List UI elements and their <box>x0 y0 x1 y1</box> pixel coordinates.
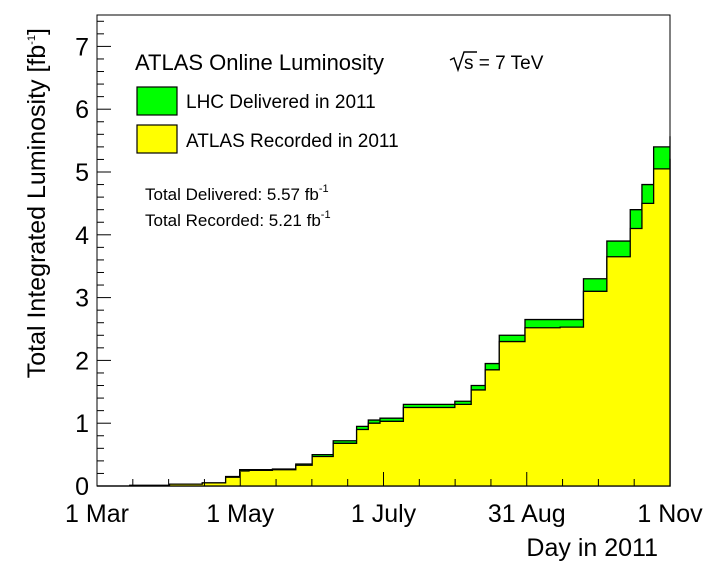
y-tick-label: 4 <box>75 222 89 250</box>
y-axis-title-sup: -1 <box>26 35 38 45</box>
legend: ATLAS Online Luminosity s = 7 TeV LHC De… <box>135 50 544 154</box>
x-axis-title: Day in 2011 <box>526 534 658 562</box>
y-tick-label: 5 <box>75 159 89 187</box>
x-tick-label: 31 Aug <box>488 500 566 528</box>
energy-label-post: = 7 TeV <box>474 53 544 74</box>
x-tick-label: 1 July <box>351 500 417 528</box>
legend-swatch-delivered <box>136 86 178 116</box>
y-tick-label: 0 <box>75 473 89 501</box>
total-delivered-label: Total Delivered: 5.57 fb <box>145 185 319 204</box>
x-tick-label: 1 May <box>206 500 275 528</box>
total-recorded-label: Total Recorded: 5.21 fb <box>145 211 321 230</box>
y-tick-label: 7 <box>75 33 89 61</box>
plot-area <box>97 136 671 487</box>
energy-label-pre: s <box>464 53 474 74</box>
legend-label-delivered: LHC Delivered in 2011 <box>186 92 376 113</box>
legend-swatch-recorded <box>136 124 178 154</box>
y-axis-title-close: ] <box>23 28 51 35</box>
legend-label-recorded: ATLAS Recorded in 2011 <box>186 131 399 152</box>
y-axis: 0 1 2 3 4 5 6 7 <box>75 20 111 501</box>
total-recorded-sup: -1 <box>321 209 331 221</box>
sqrt-symbol <box>449 51 477 73</box>
y-axis-title: Total Integrated Luminosity [fb-1] <box>23 28 51 378</box>
y-axis-title-main: Total Integrated Luminosity [fb <box>23 45 51 379</box>
energy-label: s = 7 TeV <box>449 51 544 74</box>
y-tick-label: 6 <box>75 96 89 124</box>
x-tick-label: 1 Nov <box>637 500 703 528</box>
legend-title: ATLAS Online Luminosity <box>135 50 384 75</box>
y-tick-label: 1 <box>75 410 89 438</box>
series-area-recorded <box>97 158 671 487</box>
x-axis: 1 Mar 1 May 1 July 31 Aug 1 Nov <box>65 472 703 528</box>
y-tick-label: 3 <box>75 285 89 313</box>
total-recorded: Total Recorded: 5.21 fb-1 <box>145 209 331 230</box>
energy-label-text: s = 7 TeV <box>464 53 544 74</box>
y-tick-label: 2 <box>75 347 89 375</box>
total-delivered-sup: -1 <box>319 183 329 195</box>
total-delivered: Total Delivered: 5.57 fb-1 <box>145 183 329 204</box>
totals-box: Total Delivered: 5.57 fb-1 Total Recorde… <box>145 183 331 230</box>
x-tick-label: 1 Mar <box>65 500 129 528</box>
